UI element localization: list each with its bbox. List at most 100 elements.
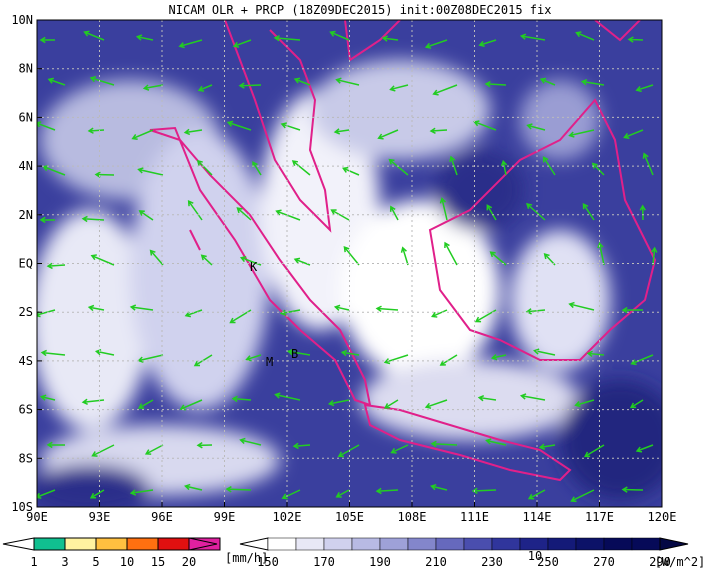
wind-arrow: [89, 489, 105, 499]
wind-arrow: [582, 202, 595, 221]
wind-arrow: [275, 209, 301, 221]
olr-label: 270: [593, 555, 615, 569]
wind-arrow: [193, 354, 213, 367]
lon-label: 120E: [648, 510, 677, 524]
wind-arrow: [568, 301, 595, 311]
precip-unit: [mm/h]: [225, 551, 268, 565]
lon-label: 114E: [523, 510, 552, 524]
wind-arrow: [293, 77, 311, 86]
bar-swatch: [519, 537, 549, 551]
wind-arrow: [381, 35, 399, 42]
olr-label: 150: [257, 555, 279, 569]
wind-arrow: [621, 306, 644, 314]
wind-arrow: [286, 348, 311, 356]
wind-arrow: [335, 77, 360, 86]
wind-arrow: [340, 349, 360, 357]
bar-swatch: [64, 537, 97, 551]
bar-swatch: [463, 537, 493, 551]
wind-arrow: [90, 254, 115, 266]
bar-swatch: [435, 537, 465, 551]
place-label: B: [291, 347, 298, 361]
olr-colorbar: 150 170 190 210 230 250 270 290[W/m^2]: [239, 537, 706, 569]
wind-arrow: [377, 129, 399, 140]
wind-arrow: [226, 120, 252, 131]
precip-label: 10: [120, 555, 134, 569]
bar-swatch: [267, 537, 297, 551]
wind-arrow: [335, 489, 350, 498]
wind-arrow: [245, 354, 262, 362]
lon-label: 93E: [89, 510, 111, 524]
lat-label: 8N: [19, 62, 33, 76]
wind-arrow: [430, 483, 448, 491]
wind-arrow: [429, 127, 448, 135]
wind-arrow: [280, 122, 301, 131]
wind-arrow: [39, 36, 55, 44]
olr-label: 190: [369, 555, 391, 569]
wind-arrow: [621, 486, 644, 493]
bar-swatch: [33, 537, 66, 551]
wind-arrow: [526, 203, 546, 221]
wind-arrow: [274, 392, 301, 401]
wind-arrow: [444, 241, 458, 266]
wind-arrow: [375, 487, 399, 495]
wind-arrow: [519, 33, 546, 41]
wind-arrow: [137, 399, 154, 409]
precip-label: 20: [182, 555, 196, 569]
wind-arrow: [471, 487, 497, 495]
wind-arrow: [583, 444, 605, 458]
bar-swatch: [491, 537, 521, 551]
wind-arrow: [389, 84, 409, 92]
lon-label: 102E: [273, 510, 302, 524]
place-labels: K M B: [250, 260, 298, 369]
lat-label: 10S: [11, 500, 33, 514]
wind-arrow: [430, 440, 458, 448]
wind-arrow: [580, 78, 605, 86]
wind-arrow: [91, 444, 115, 457]
lon-label: 99E: [214, 510, 236, 524]
olr-unit: [W/m^2]: [655, 555, 706, 569]
lon-label: 90E: [26, 510, 48, 524]
wind-arrow: [337, 444, 360, 458]
place-label: K: [250, 260, 258, 274]
wind-arrow: [40, 349, 66, 357]
bar-end: [2, 537, 35, 551]
wind-arrow: [81, 215, 105, 223]
wind-arrow: [333, 128, 350, 135]
bar-swatch: [126, 537, 159, 551]
title: NICAM OLR + PRCP (18Z09DEC2015) init:00Z…: [169, 3, 552, 17]
wind-arrow: [200, 254, 213, 266]
wind-arrow: [486, 204, 497, 221]
wind-arrow: [239, 437, 262, 446]
wind-vectors: [37, 30, 658, 503]
wind-arrow: [292, 442, 311, 450]
wind-arrow: [527, 489, 546, 500]
bar-swatch: [631, 537, 661, 551]
bar-swatch: [379, 537, 409, 551]
wind-arrow: [329, 30, 350, 41]
place-label: M: [266, 355, 273, 369]
wind-arrow: [342, 166, 360, 176]
precip-label: 15: [151, 555, 165, 569]
wind-arrow: [231, 395, 252, 403]
wind-arrow: [83, 30, 105, 41]
wind-arrow: [137, 167, 164, 176]
wind-arrow: [343, 246, 360, 266]
wind-arrow: [89, 76, 115, 86]
wind-arrow: [144, 444, 164, 455]
wind-arrow: [37, 309, 56, 318]
lat-label: EQ: [19, 257, 33, 271]
bar-swatch: [323, 537, 353, 551]
lon-label: 117E: [585, 510, 614, 524]
wind-arrow: [333, 304, 350, 311]
wind-arrow: [142, 84, 164, 91]
wind-arrow: [533, 348, 556, 356]
wind-arrow: [575, 31, 595, 41]
wind-arrow: [184, 309, 203, 318]
lon-label: 108E: [398, 510, 427, 524]
wind-arrow: [46, 262, 66, 270]
wind-arrow: [490, 354, 507, 361]
wind-arrow: [485, 438, 507, 446]
wind-arrow: [639, 204, 646, 221]
wind-arrow: [81, 398, 105, 406]
